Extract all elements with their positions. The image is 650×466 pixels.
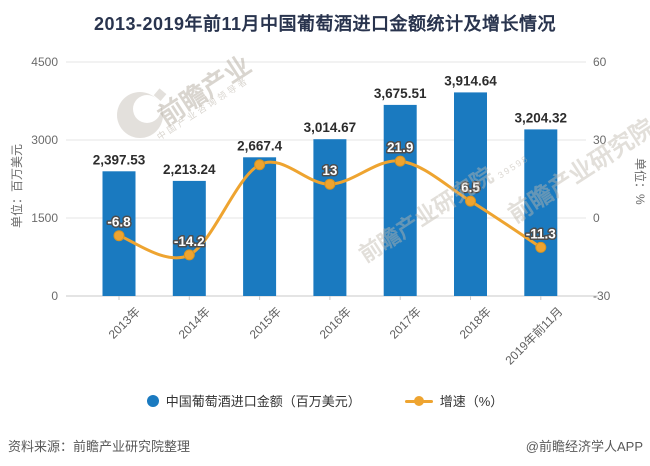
bar-value-label: 3,014.67 — [304, 120, 357, 135]
bar-value-label: 2,213.24 — [163, 162, 216, 177]
right-axis-tick-label: 30 — [593, 133, 607, 147]
bar-2016年 — [313, 139, 347, 296]
growth-value-label: -14.2 — [174, 234, 205, 249]
bar-2015年 — [243, 157, 277, 296]
growth-value-label: 6.5 — [461, 180, 480, 195]
growth-value-label: -6.8 — [107, 215, 131, 230]
growth-value-label: 13 — [322, 163, 338, 178]
bar-2014年 — [172, 180, 206, 296]
line-point-2014年 — [183, 249, 195, 261]
chart-title: 2013-2019年前11月中国葡萄酒进口金额统计及增长情况 — [93, 14, 557, 34]
bar-series-marker-icon — [146, 394, 159, 407]
bar-value-label: 2,397.53 — [93, 152, 146, 167]
right-axis-tick-label: 60 — [593, 55, 607, 69]
line-point-2013年 — [113, 230, 125, 242]
legend-label: 中国葡萄酒进口金额（百万美元） — [165, 394, 361, 409]
left-axis-tick-label: 4500 — [31, 55, 58, 69]
line-point-2016年 — [324, 178, 336, 190]
line-point-2018年 — [465, 195, 476, 207]
bar-value-label: 3,914.64 — [444, 73, 497, 88]
line-point-2017年 — [394, 155, 406, 167]
line-series-marker-icon — [404, 395, 433, 407]
bar-2019年前11月 — [524, 129, 558, 296]
credit-text: @前瞻经济学人APP — [525, 439, 643, 454]
left-axis-tick-label: 3000 — [31, 133, 58, 147]
bar-value-label: 3,675.51 — [374, 86, 427, 101]
line-point-2019年前11月 — [535, 241, 547, 253]
line-marker-dot — [413, 395, 424, 406]
bar-value-label: 3,204.32 — [515, 110, 568, 125]
right-axis-tick-label: 0 — [593, 211, 600, 225]
right-axis-tick-label: -30 — [593, 289, 611, 303]
left-axis-tick-label: 1500 — [31, 211, 58, 225]
legend-label: 增速（%） — [439, 394, 504, 409]
bar-2017年 — [383, 104, 417, 297]
left-axis-tick-label: 0 — [51, 289, 58, 303]
chart-legend: 中国葡萄酒进口金额（百万美元） 增速（%） — [0, 391, 650, 410]
growth-value-label: -11.3 — [526, 226, 557, 241]
bar-value-label: 2,667.4 — [237, 138, 283, 153]
growth-value-label: 21.9 — [387, 140, 413, 155]
footer: 资料来源：前瞻产业研究院整理 @前瞻经济学人APP — [8, 436, 643, 455]
legend-item-growth-rate[interactable]: 增速（%） — [404, 391, 504, 410]
line-point-2015年 — [254, 159, 266, 171]
legend-item-import-value[interactable]: 中国葡萄酒进口金额（百万美元） — [146, 391, 361, 410]
data-source-text: 资料来源：前瞻产业研究院整理 — [8, 439, 191, 454]
